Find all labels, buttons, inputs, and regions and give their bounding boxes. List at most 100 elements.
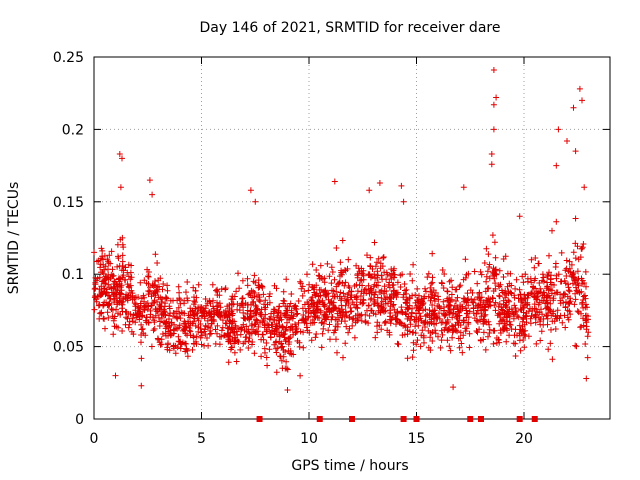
data-point [460, 184, 467, 191]
data-point [305, 287, 312, 294]
data-point [294, 337, 301, 344]
data-point [225, 325, 232, 332]
data-point [441, 271, 448, 277]
data-point [512, 353, 519, 359]
data-point [190, 311, 197, 318]
data-point [97, 255, 104, 262]
data-point [108, 248, 115, 255]
data-point [535, 260, 542, 267]
data-point [123, 309, 130, 316]
data-point [386, 316, 393, 323]
data-point [225, 359, 232, 366]
data-point [491, 302, 498, 309]
data-point [314, 299, 321, 306]
data-point [566, 300, 573, 307]
data-point [431, 298, 438, 305]
data-point [123, 314, 130, 321]
data-point [449, 329, 456, 336]
data-point [564, 138, 570, 144]
data-point [329, 269, 336, 275]
data-point [352, 319, 359, 326]
data-point [463, 271, 470, 278]
data-point [488, 151, 495, 157]
data-point [446, 343, 453, 350]
data-point [483, 278, 490, 285]
data-point [391, 271, 398, 278]
data-point [540, 278, 547, 285]
data-point [485, 333, 491, 340]
data-point [282, 349, 289, 355]
data-point [547, 286, 554, 293]
data-point [480, 299, 487, 306]
data-point [403, 300, 409, 307]
data-point [131, 300, 138, 307]
data-point [161, 311, 168, 318]
data-point [452, 286, 459, 293]
data-point [515, 314, 522, 321]
data-point [119, 328, 126, 334]
data-point [259, 331, 266, 338]
data-point [537, 321, 544, 328]
data-point [128, 262, 135, 269]
data-point [321, 279, 328, 286]
data-point [462, 325, 469, 332]
data-point [580, 322, 587, 329]
data-point [147, 307, 154, 314]
data-point [282, 328, 289, 334]
data-point [138, 321, 145, 328]
data-point [407, 321, 414, 328]
data-point [573, 343, 580, 350]
data-point [422, 313, 429, 320]
data-point [148, 302, 155, 309]
data-point [489, 294, 496, 301]
data-point [493, 271, 500, 278]
data-point [374, 274, 380, 281]
data-point [148, 343, 155, 350]
data-point [191, 294, 197, 301]
data-point [162, 300, 169, 307]
data-point [166, 322, 173, 329]
data-point [226, 317, 233, 324]
data-point [180, 326, 187, 333]
data-point [422, 285, 428, 292]
data-point [276, 322, 283, 329]
data-point [247, 314, 254, 321]
data-point [387, 320, 394, 327]
data-point [490, 327, 497, 334]
data-point [548, 290, 555, 297]
data-point [477, 316, 483, 323]
data-point [96, 286, 103, 293]
data-point [313, 267, 320, 273]
data-point [545, 305, 552, 312]
data-point [278, 357, 285, 364]
data-point [242, 300, 249, 307]
data-point [521, 331, 528, 338]
data-point [440, 285, 447, 291]
data-point [512, 309, 519, 316]
data-point [520, 337, 527, 343]
data-point [516, 322, 523, 329]
data-point [551, 318, 558, 325]
data-point [252, 302, 259, 309]
data-point [240, 340, 247, 347]
data-point [324, 260, 331, 267]
data-point [360, 299, 367, 306]
data-point [336, 308, 342, 315]
data-point [532, 312, 539, 319]
data-point [124, 297, 131, 304]
data-point [435, 333, 441, 340]
data-point [446, 278, 453, 285]
data-point [371, 239, 378, 246]
data-point [275, 317, 282, 324]
data-point [287, 347, 294, 354]
data-point [409, 305, 416, 312]
data-point [570, 249, 577, 256]
data-point [374, 259, 380, 266]
data-point [210, 297, 216, 304]
data-point [547, 340, 554, 347]
data-point [266, 290, 273, 297]
data-point [375, 255, 382, 262]
data-point [204, 317, 211, 324]
data-point [109, 273, 116, 280]
data-point [536, 299, 543, 306]
